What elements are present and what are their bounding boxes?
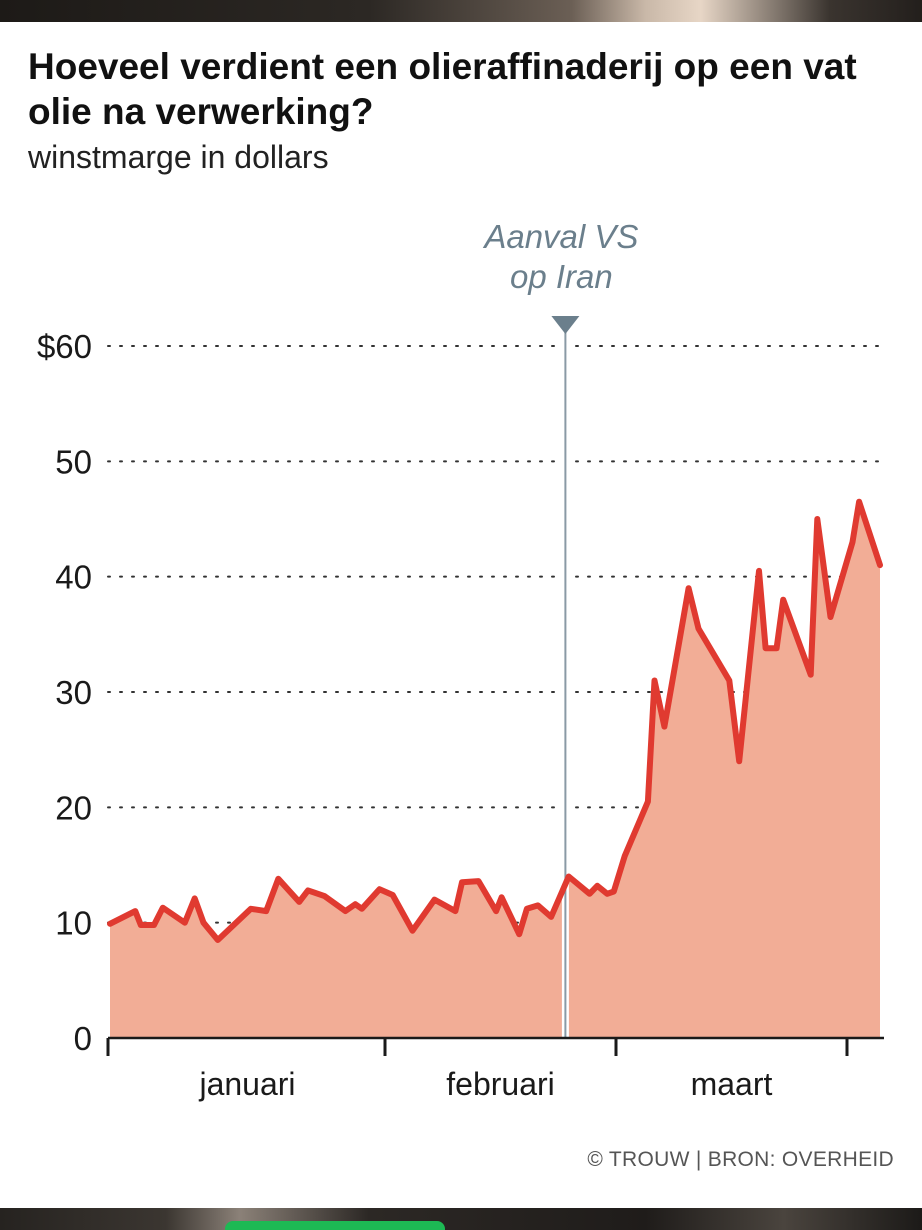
series-line (107, 498, 883, 943)
area-layer (110, 501, 880, 1038)
y-tick-label-30: 30 (55, 674, 92, 711)
y-tick-label-60: $60 (37, 328, 92, 365)
axis-layer: 0 10 20 30 40 50 $60 januari februari maart (37, 328, 884, 1102)
area-fill (110, 501, 880, 1038)
y-tick-label-40: 40 (55, 559, 92, 596)
month-label-maart: maart (691, 1066, 773, 1102)
annotation-text-line1: Aanval VS (482, 218, 638, 255)
month-label-februari: februari (446, 1066, 555, 1102)
y-tick-label-20: 20 (55, 789, 92, 826)
photo-strip-top (0, 0, 922, 22)
chart-title: Hoeveel verdient een olieraffinaderij op… (28, 46, 857, 132)
y-tick-label-0: 0 (74, 1020, 92, 1057)
chart-subtitle: winstmarge in dollars (28, 139, 329, 175)
month-label-januari: januari (198, 1066, 295, 1102)
line-layer (107, 498, 883, 943)
annotation-text-line2: op Iran (510, 258, 613, 295)
source-credit: © TROUW | BRON: OVERHEID (587, 1148, 894, 1171)
y-tick-label-50: 50 (55, 443, 92, 480)
y-tick-label-10: 10 (55, 905, 92, 942)
photo-strip-bottom (0, 1208, 922, 1230)
green-button-edge[interactable] (225, 1221, 445, 1230)
annotation-marker (551, 316, 580, 334)
